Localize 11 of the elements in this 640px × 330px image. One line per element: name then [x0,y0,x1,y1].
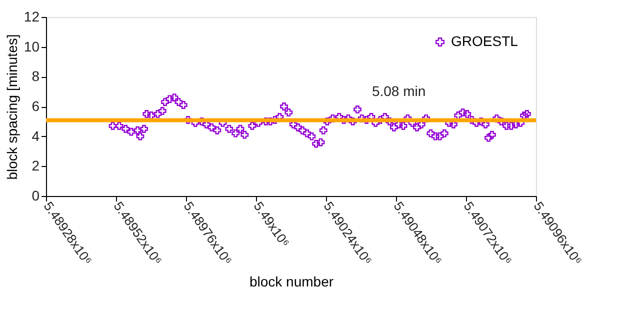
y-axis-title: block spacing [minutes] [4,34,20,180]
y-tick-label: 6 [32,98,40,114]
y-tick-label: 0 [32,188,40,204]
y-tick-label: 4 [32,128,40,144]
legend-label: GROESTL [451,33,518,49]
ref-line-label: 5.08 min [372,83,426,100]
x-axis-title: block number [249,274,334,290]
y-tick-label: 2 [32,158,40,174]
y-tick-label: 12 [24,8,40,24]
y-tick-label: 8 [32,68,40,84]
y-tick-label: 10 [24,38,40,54]
